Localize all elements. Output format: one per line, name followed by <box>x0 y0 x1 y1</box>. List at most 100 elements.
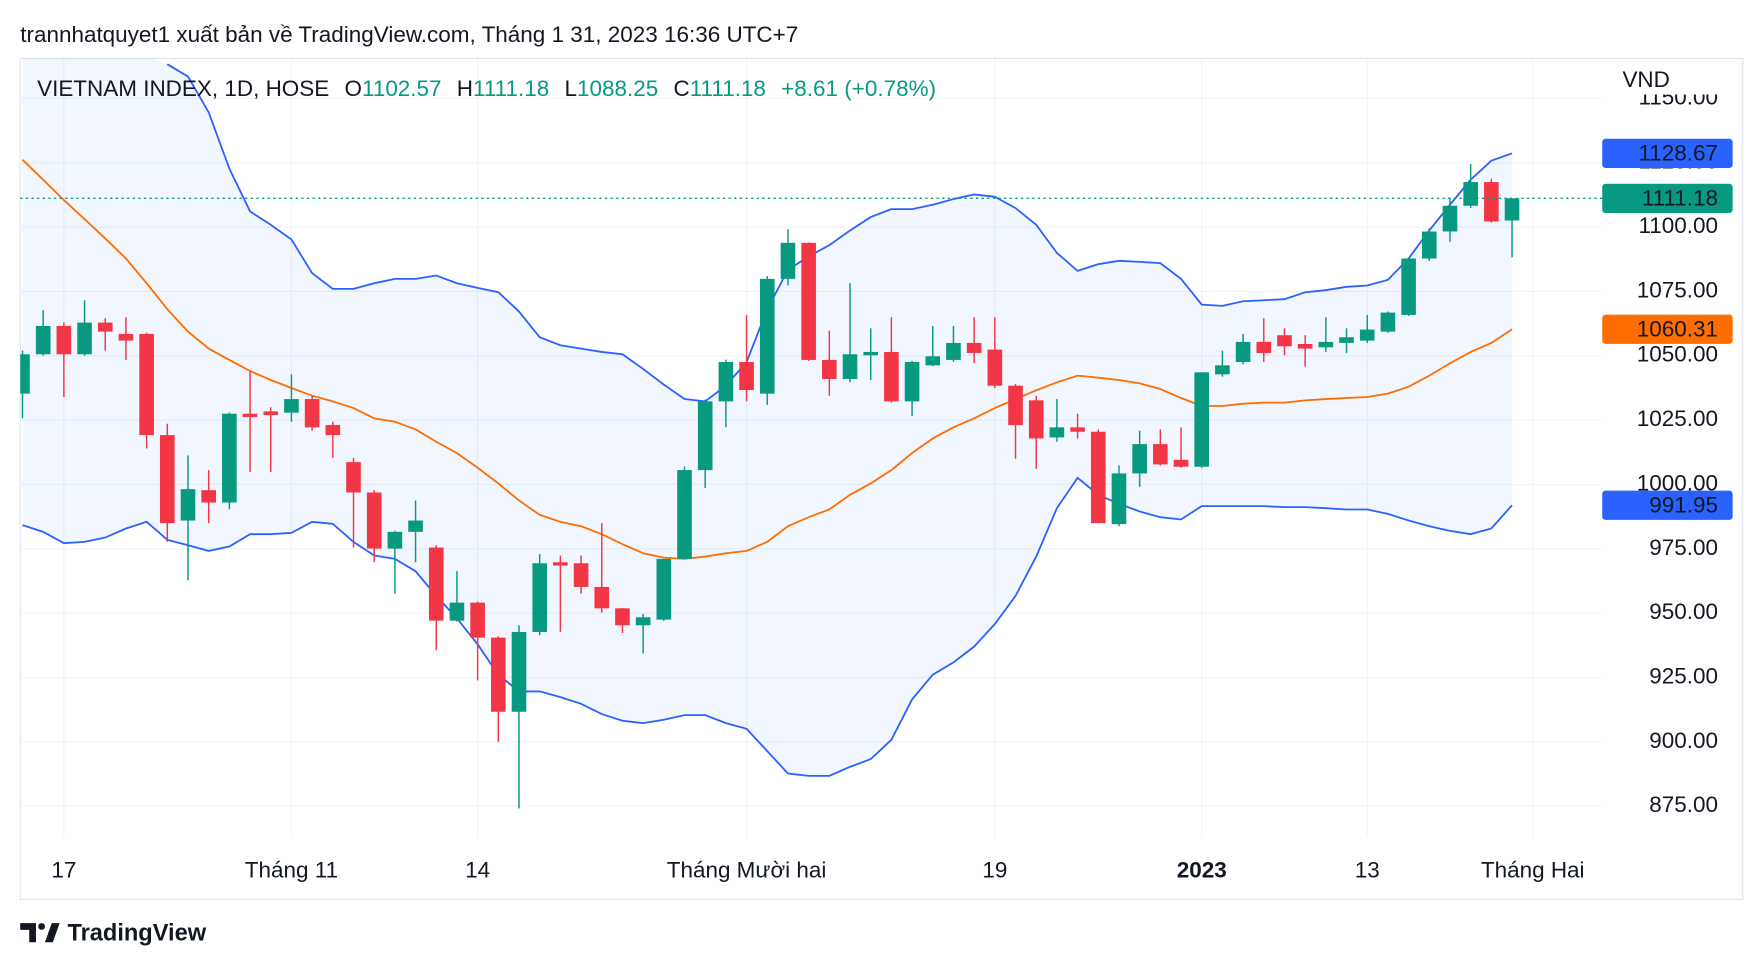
y-tick-label: 925.00 <box>1649 663 1718 688</box>
band-fill <box>22 58 1513 776</box>
price-label: 1111.18 <box>1642 185 1718 210</box>
candle-body <box>449 602 465 621</box>
ohlc-label: C <box>673 76 689 101</box>
candle-body <box>615 608 630 626</box>
ohlc-label: L <box>565 76 578 101</box>
y-tick-label: 1100.00 <box>1638 213 1718 238</box>
candle-body <box>511 631 527 712</box>
candle-body <box>1318 341 1334 348</box>
candle-body <box>780 242 796 279</box>
ohlc-label: H <box>457 76 473 101</box>
x-tick-label: Tháng Mười hai <box>667 857 827 882</box>
candle-body <box>532 563 548 632</box>
candle-body <box>1194 372 1210 467</box>
candle-body <box>759 278 775 394</box>
candle-body <box>1401 258 1416 315</box>
legend: VIETNAM INDEX, 1D, HOSE O1102.57 H1111.1… <box>37 76 936 101</box>
y-tick-label: 950.00 <box>1649 599 1718 624</box>
candle-body <box>904 361 920 402</box>
candle-body <box>346 462 361 493</box>
candle-body <box>635 617 651 626</box>
candle-body <box>491 637 506 712</box>
x-tick-label: 2023 <box>1177 857 1227 882</box>
indicator-line <box>22 476 1513 777</box>
y-tick-label: 975.00 <box>1649 535 1718 560</box>
candle-body <box>1359 329 1375 341</box>
x-tick-label: Tháng Hai <box>1481 857 1585 882</box>
candle-body <box>1173 459 1189 467</box>
candle-body <box>77 322 92 355</box>
candle-body <box>387 531 403 549</box>
close-value: 1111.18 <box>690 76 766 101</box>
candle-body <box>946 342 961 360</box>
candle-body <box>366 492 382 549</box>
indicator-line <box>166 63 1513 403</box>
price-label-box <box>1602 183 1733 213</box>
candle-body <box>739 361 754 391</box>
candle-body <box>1339 337 1354 343</box>
candle-body <box>35 325 51 355</box>
price-label-box <box>1602 490 1733 520</box>
candle-body <box>1215 365 1230 375</box>
candle-body <box>925 356 941 366</box>
candle-body <box>1297 343 1313 349</box>
candle-body <box>697 401 713 471</box>
y-tick-label: 1025.00 <box>1637 406 1718 431</box>
candle-body <box>159 435 175 524</box>
candle-body <box>428 547 444 621</box>
price-label: 1060.31 <box>1637 316 1718 341</box>
x-tick-label: 14 <box>465 857 490 882</box>
candle-body <box>20 354 30 394</box>
candle-body <box>1421 231 1437 259</box>
candle-body <box>1235 341 1251 362</box>
candle-body <box>884 351 899 402</box>
candle-body <box>553 562 568 566</box>
brand: TradingView <box>67 921 206 947</box>
candle-body <box>56 325 72 355</box>
high-value: 1111.18 <box>473 76 549 101</box>
candle-body <box>1153 444 1168 465</box>
candle-body <box>222 413 237 503</box>
candle-body <box>1504 198 1520 221</box>
price-label: 991.95 <box>1649 492 1718 517</box>
byline: trannhatquyet1 xuất bản về TradingView.c… <box>20 22 798 47</box>
candle-body <box>1070 427 1085 432</box>
candle-body <box>1277 335 1292 347</box>
candle-body <box>284 399 299 413</box>
low-value: 1088.25 <box>577 76 658 101</box>
frame <box>19 57 1744 901</box>
candle-body <box>1256 341 1272 353</box>
candle-body <box>987 349 1003 386</box>
candle-body <box>1111 473 1127 525</box>
indicator-line <box>21 159 1513 560</box>
candle-body <box>1463 182 1478 206</box>
candle-body <box>118 333 134 341</box>
price-label: 1128.67 <box>1638 140 1718 165</box>
candle-body <box>1028 400 1044 439</box>
candle-body <box>842 354 858 379</box>
y-tick-label: 1150.00 <box>1638 84 1718 109</box>
currency: VND <box>1622 67 1669 92</box>
candle-body <box>242 413 258 418</box>
candle-body <box>1442 205 1458 232</box>
candle-body <box>201 490 216 503</box>
candle-body <box>139 333 154 436</box>
candle-body <box>801 242 816 360</box>
time-axis: 17 Tháng 11 14 Tháng Mười hai 19 2023 13 Tháng … <box>51 857 1584 882</box>
candle-body <box>1132 444 1147 474</box>
y-tick-label: 1075.00 <box>1637 277 1718 302</box>
y-tick-label: 900.00 <box>1649 728 1718 753</box>
candle-body <box>573 563 589 587</box>
price-label-box <box>1602 314 1733 344</box>
candle-body <box>180 489 196 521</box>
candle-body <box>1380 312 1396 332</box>
candle-body <box>594 586 610 609</box>
symbol: VIETNAM INDEX, 1D, HOSE <box>37 76 329 101</box>
x-tick-label: 13 <box>1355 857 1380 882</box>
candle-body <box>677 470 692 559</box>
candle-body <box>863 351 879 356</box>
candle-body <box>656 558 672 620</box>
